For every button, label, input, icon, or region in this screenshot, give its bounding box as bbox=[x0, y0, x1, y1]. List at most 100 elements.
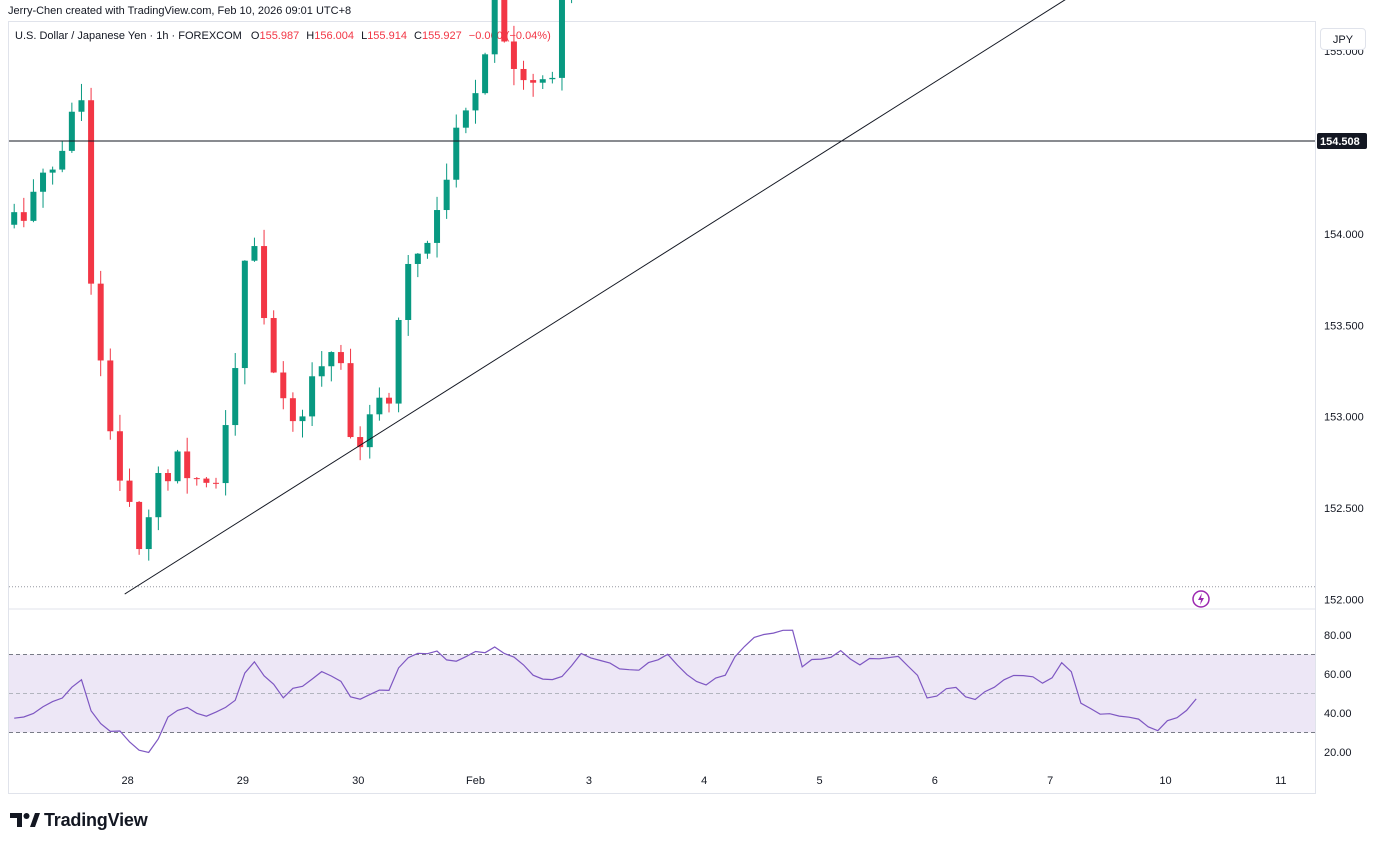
candle-body bbox=[97, 283, 104, 361]
rsi-tick-label: 20.00 bbox=[1324, 747, 1352, 759]
rsi-tick-label: 80.00 bbox=[1324, 630, 1352, 642]
candle-body bbox=[145, 517, 152, 550]
lightning-icon[interactable] bbox=[1192, 590, 1210, 608]
candle-body bbox=[424, 242, 431, 254]
price-tick-label: 153.000 bbox=[1324, 412, 1364, 424]
low-value: 155.914 bbox=[367, 30, 407, 42]
candle-body bbox=[251, 246, 258, 261]
candle-body bbox=[328, 352, 335, 367]
candle-body bbox=[30, 191, 37, 221]
candle-body bbox=[203, 478, 210, 483]
level-tag-label: 154.508 bbox=[1320, 136, 1360, 148]
time-tick-label: 10 bbox=[1159, 775, 1171, 787]
tradingview-brand: TradingView bbox=[10, 809, 148, 831]
time-tick-label: 30 bbox=[352, 775, 364, 787]
price-tick-label: 154.000 bbox=[1324, 229, 1364, 241]
candle-body bbox=[337, 352, 344, 364]
low-label: L bbox=[361, 30, 368, 42]
candle-body bbox=[222, 425, 229, 484]
candle-body bbox=[155, 473, 162, 518]
candle-body bbox=[539, 79, 546, 83]
candle-body bbox=[549, 77, 556, 80]
change-value: −0.060 (−0.04%) bbox=[468, 30, 551, 42]
time-tick-label: 29 bbox=[237, 775, 249, 787]
candle-body bbox=[405, 263, 412, 320]
time-tick-label: 7 bbox=[1047, 775, 1053, 787]
candle-body bbox=[491, 0, 498, 55]
candle-body bbox=[270, 318, 277, 373]
candle-body bbox=[510, 41, 517, 69]
brand-name: TradingView bbox=[44, 809, 148, 830]
rsi-line bbox=[14, 629, 1197, 754]
high-label: H bbox=[306, 30, 315, 42]
candle-body bbox=[453, 127, 460, 180]
rsi-tick-label: 60.00 bbox=[1324, 669, 1352, 681]
candle-body bbox=[395, 319, 402, 404]
candle-body bbox=[213, 482, 220, 484]
close-value: 155.927 bbox=[421, 30, 462, 42]
candle-body bbox=[59, 150, 66, 170]
currency-button[interactable]: JPY bbox=[1320, 28, 1366, 50]
candle-body bbox=[68, 111, 75, 151]
candle-body bbox=[164, 473, 171, 482]
open-label: O bbox=[250, 30, 260, 42]
candle-body bbox=[376, 397, 383, 415]
time-tick-label: 11 bbox=[1275, 775, 1286, 787]
candle-body bbox=[40, 172, 47, 192]
candle-body bbox=[174, 451, 181, 482]
close-label: C bbox=[414, 30, 422, 42]
price-tick-label: 153.500 bbox=[1324, 320, 1364, 332]
candle-body bbox=[184, 451, 191, 479]
candle-body bbox=[280, 372, 287, 399]
level-tag bbox=[1317, 133, 1367, 150]
candle-body bbox=[357, 437, 364, 448]
tradingview-logo-icon bbox=[10, 813, 40, 827]
candle-body bbox=[136, 501, 143, 550]
candle-body bbox=[366, 414, 373, 448]
candle-body bbox=[49, 169, 56, 173]
candle-body bbox=[20, 212, 27, 221]
time-tick-label: 6 bbox=[932, 775, 938, 787]
time-tick-label: 28 bbox=[121, 775, 133, 787]
candle-body bbox=[482, 54, 489, 94]
time-tick-label: Feb bbox=[466, 775, 485, 787]
trendline bbox=[124, 0, 1066, 595]
time-tick-label: 5 bbox=[816, 775, 822, 787]
symbol-legend: U.S. Dollar / Japanese Yen · 1h · FOREXC… bbox=[15, 30, 555, 42]
candle-body bbox=[78, 100, 85, 112]
chart-frame bbox=[8, 21, 1316, 794]
candle-body bbox=[88, 100, 95, 284]
candle-body bbox=[414, 253, 421, 264]
candle-body bbox=[347, 363, 354, 438]
candle-body bbox=[434, 210, 441, 243]
candle-body bbox=[116, 431, 123, 481]
candle-body bbox=[530, 80, 537, 83]
candle-body bbox=[193, 478, 200, 480]
open-value: 155.987 bbox=[259, 30, 300, 42]
time-tick-label: 3 bbox=[586, 775, 592, 787]
candle-body bbox=[462, 110, 469, 128]
price-tick-label: 152.500 bbox=[1324, 503, 1364, 515]
creator-credit: Jerry-Chen created with TradingView.com,… bbox=[8, 5, 352, 17]
candle-body bbox=[385, 397, 392, 404]
time-tick-label: 4 bbox=[701, 775, 707, 787]
symbol-name[interactable]: U.S. Dollar / Japanese Yen · 1h · FOREXC… bbox=[15, 30, 242, 42]
price-tick-label: 152.000 bbox=[1324, 595, 1364, 607]
candle-body bbox=[241, 260, 248, 369]
candle-body bbox=[443, 179, 450, 211]
candle-body bbox=[126, 480, 133, 502]
candle-body bbox=[11, 212, 18, 225]
high-value: 156.004 bbox=[314, 30, 354, 42]
candle-body bbox=[318, 366, 325, 377]
candle-body bbox=[501, 0, 508, 42]
candle-body bbox=[472, 93, 479, 111]
candle-body bbox=[232, 368, 239, 426]
candle-body bbox=[520, 68, 527, 81]
candle-body bbox=[261, 246, 268, 319]
candle-body bbox=[107, 360, 114, 432]
rsi-tick-label: 40.00 bbox=[1324, 708, 1352, 720]
candle-body bbox=[558, 0, 565, 78]
candle-body bbox=[289, 398, 296, 422]
candle-body bbox=[299, 416, 306, 422]
